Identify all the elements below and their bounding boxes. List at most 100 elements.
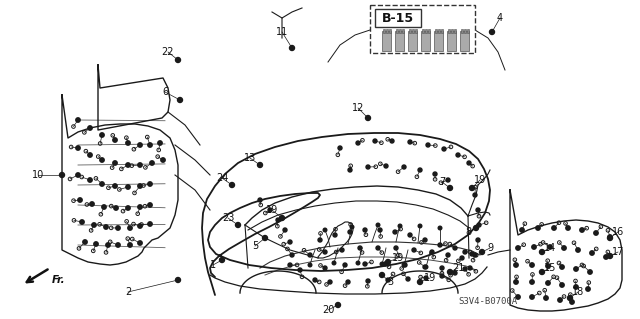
Circle shape xyxy=(588,270,592,274)
Circle shape xyxy=(447,186,452,190)
Circle shape xyxy=(516,295,520,299)
Bar xyxy=(399,29,401,33)
Circle shape xyxy=(92,223,96,227)
Circle shape xyxy=(60,173,65,177)
Circle shape xyxy=(385,259,390,264)
Circle shape xyxy=(90,202,94,206)
Circle shape xyxy=(76,146,80,150)
Circle shape xyxy=(423,238,427,242)
Circle shape xyxy=(446,178,450,182)
Circle shape xyxy=(150,161,154,165)
Bar xyxy=(412,29,414,33)
Circle shape xyxy=(318,238,322,242)
Circle shape xyxy=(398,224,402,228)
Circle shape xyxy=(106,243,110,247)
Circle shape xyxy=(100,182,104,186)
Circle shape xyxy=(230,182,234,188)
Circle shape xyxy=(76,118,80,122)
Circle shape xyxy=(552,226,556,230)
Circle shape xyxy=(460,256,464,260)
Circle shape xyxy=(138,163,142,167)
Circle shape xyxy=(340,248,344,252)
Circle shape xyxy=(114,206,118,210)
Text: 4: 4 xyxy=(497,13,503,23)
Circle shape xyxy=(442,147,446,151)
Bar xyxy=(389,29,391,33)
Circle shape xyxy=(366,279,370,283)
Bar xyxy=(461,29,463,33)
Circle shape xyxy=(158,141,162,145)
Bar xyxy=(464,29,466,33)
Circle shape xyxy=(424,276,428,280)
Circle shape xyxy=(343,263,347,267)
Circle shape xyxy=(456,153,460,157)
Circle shape xyxy=(333,233,337,237)
Circle shape xyxy=(83,240,87,244)
Text: S3V4-B0700A: S3V4-B0700A xyxy=(458,298,518,307)
Circle shape xyxy=(403,263,407,267)
Circle shape xyxy=(220,257,225,263)
Circle shape xyxy=(574,267,578,271)
Circle shape xyxy=(177,98,182,102)
Circle shape xyxy=(412,248,416,252)
Circle shape xyxy=(532,245,536,249)
Circle shape xyxy=(474,226,479,231)
Circle shape xyxy=(607,254,612,258)
Circle shape xyxy=(447,270,452,275)
Circle shape xyxy=(562,246,566,250)
Circle shape xyxy=(423,265,427,269)
Circle shape xyxy=(100,158,104,162)
Circle shape xyxy=(365,115,371,121)
Bar xyxy=(451,29,453,33)
Circle shape xyxy=(433,172,437,176)
Circle shape xyxy=(419,37,425,43)
Circle shape xyxy=(467,161,471,165)
Circle shape xyxy=(100,133,104,137)
Circle shape xyxy=(138,241,142,245)
Circle shape xyxy=(418,168,422,172)
Circle shape xyxy=(384,164,388,168)
Circle shape xyxy=(406,277,410,281)
Circle shape xyxy=(530,280,534,284)
Circle shape xyxy=(76,173,80,177)
Circle shape xyxy=(440,266,444,270)
Text: 3: 3 xyxy=(387,277,393,287)
Circle shape xyxy=(308,263,312,267)
Text: 18: 18 xyxy=(572,287,584,297)
Bar xyxy=(408,31,417,51)
Text: 13: 13 xyxy=(244,153,256,163)
Text: 10: 10 xyxy=(32,170,44,180)
Text: 7: 7 xyxy=(439,177,445,187)
Circle shape xyxy=(94,242,98,246)
Circle shape xyxy=(138,224,142,228)
Circle shape xyxy=(332,261,336,265)
Circle shape xyxy=(393,230,397,234)
Circle shape xyxy=(580,228,584,232)
Text: 19: 19 xyxy=(392,253,404,263)
Text: 1: 1 xyxy=(210,260,216,270)
Circle shape xyxy=(175,278,180,283)
Circle shape xyxy=(426,143,430,147)
Circle shape xyxy=(479,249,484,255)
Circle shape xyxy=(607,235,612,241)
Circle shape xyxy=(424,265,428,269)
Circle shape xyxy=(438,226,442,230)
Text: 14: 14 xyxy=(544,243,556,253)
Text: 16: 16 xyxy=(612,227,624,237)
Circle shape xyxy=(328,280,332,284)
Circle shape xyxy=(574,285,578,289)
Circle shape xyxy=(590,251,594,255)
Circle shape xyxy=(546,264,550,268)
Text: 19: 19 xyxy=(266,205,278,215)
Circle shape xyxy=(126,163,130,167)
Circle shape xyxy=(477,223,481,227)
Circle shape xyxy=(126,185,130,189)
Text: 23: 23 xyxy=(222,213,234,223)
Bar xyxy=(467,29,469,33)
Circle shape xyxy=(102,205,106,209)
Circle shape xyxy=(116,226,120,230)
Circle shape xyxy=(338,146,342,150)
Circle shape xyxy=(380,272,385,278)
Circle shape xyxy=(463,267,467,271)
Circle shape xyxy=(80,220,84,224)
